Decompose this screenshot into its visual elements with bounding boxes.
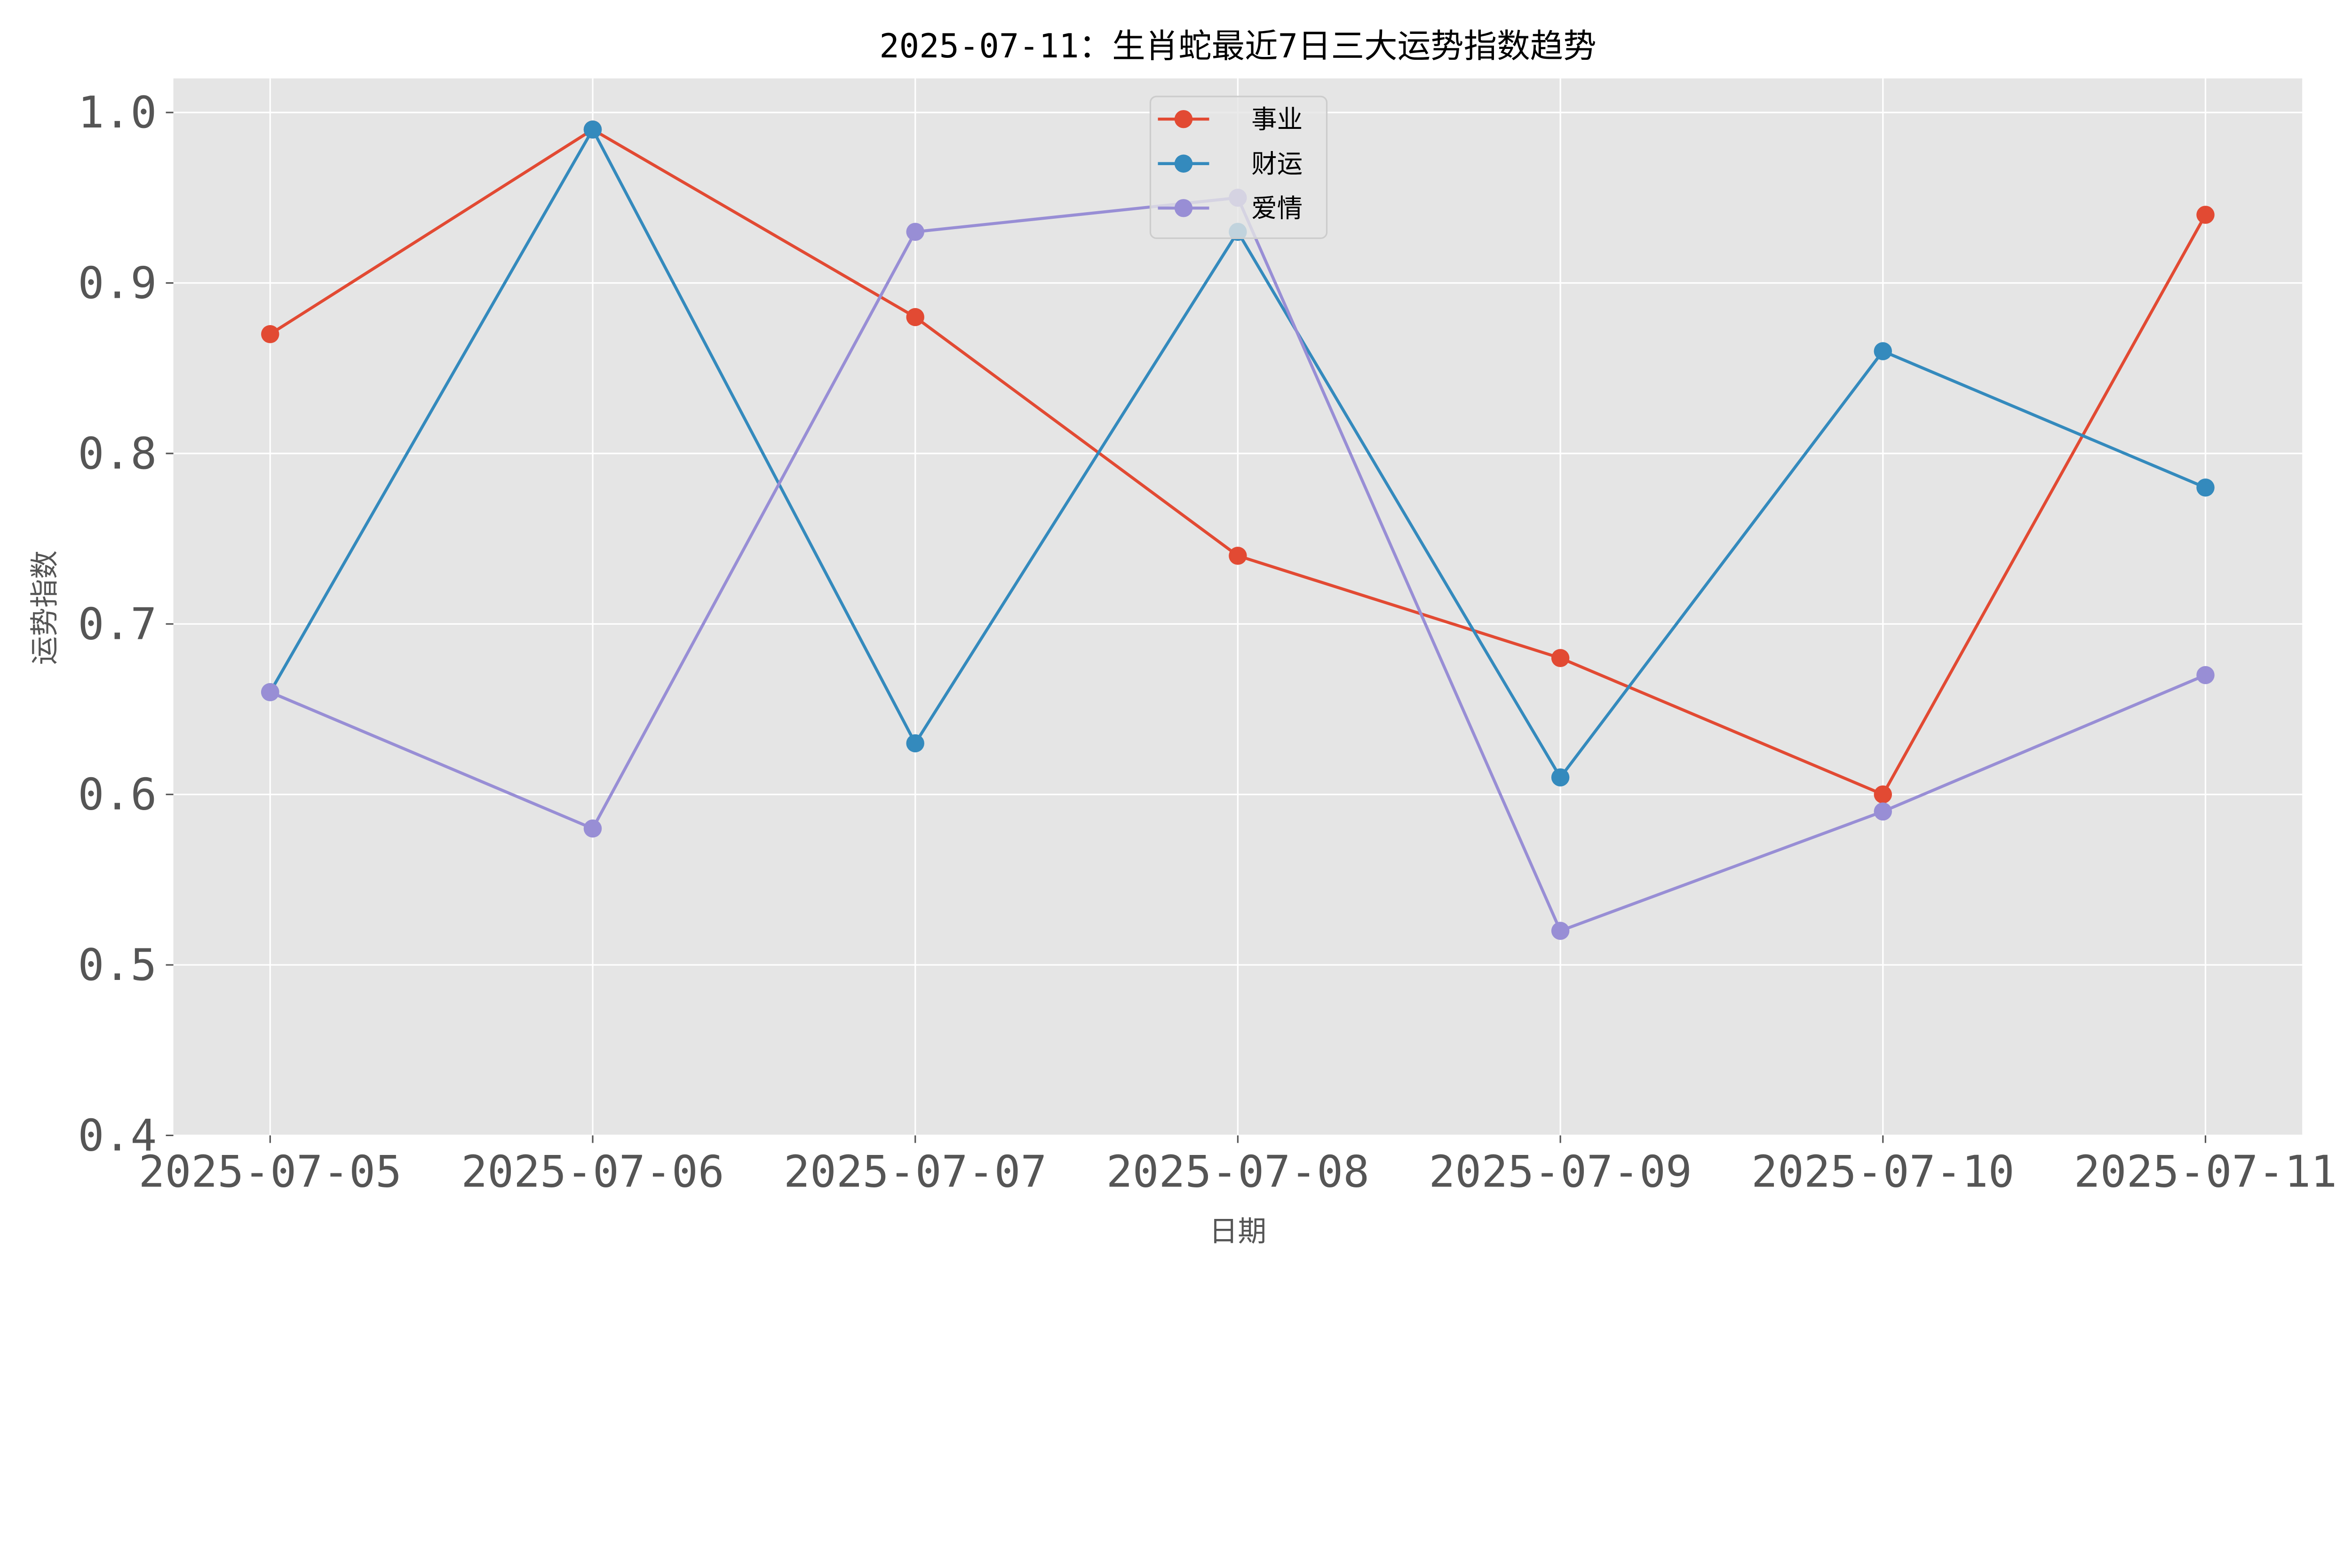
legend-marker (1174, 154, 1193, 173)
y-tick-label: 0.5 (78, 939, 157, 990)
data-point (906, 734, 924, 753)
data-point (261, 683, 279, 701)
data-point (1874, 342, 1892, 360)
data-point (1874, 785, 1892, 804)
y-tick-label: 0.4 (78, 1110, 157, 1161)
x-tick-label: 2025-07-08 (1106, 1146, 1370, 1197)
data-point (1551, 922, 1570, 940)
x-tick-label: 2025-07-09 (1429, 1146, 1692, 1197)
legend-marker (1174, 110, 1193, 128)
data-point (583, 819, 602, 838)
line-chart: 2025-07-05 2025-07-06 2025-07-07 2025-07-08… (28, 27, 2337, 1248)
x-tick-label: 2025-07-06 (461, 1146, 724, 1197)
data-point (1229, 547, 1247, 565)
x-tick-label: 2025-07-10 (1751, 1146, 2015, 1197)
legend-marker (1174, 199, 1193, 217)
legend-box (1149, 96, 1328, 239)
data-point (2196, 666, 2215, 685)
data-point (906, 308, 924, 326)
legend-label: 财运 (1251, 149, 1303, 179)
data-point (2196, 206, 2215, 224)
y-tick-label: 0.6 (78, 769, 157, 820)
data-point (906, 223, 924, 241)
data-point (261, 325, 279, 343)
data-point (1551, 649, 1570, 668)
x-tick-label: 2025-07-07 (784, 1146, 1047, 1197)
data-point (583, 120, 602, 139)
chart-title: 2025-07-11：生肖蛇最近7日三大运势指数趋势 (879, 27, 1596, 65)
y-tick-label: 1.0 (78, 87, 157, 138)
y-tick-label: 0.9 (78, 258, 157, 309)
y-axis-label: 运势指数 (28, 550, 61, 665)
data-point (2196, 478, 2215, 497)
data-point (1874, 802, 1892, 821)
y-tick-label: 0.8 (78, 428, 157, 479)
legend-label: 事业 (1251, 104, 1303, 134)
x-axis-label: 日期 (1209, 1215, 1267, 1248)
y-tick-label: 0.7 (78, 598, 157, 649)
legend-label: 爱情 (1251, 193, 1303, 223)
x-tick-label: 2025-07-11 (2074, 1146, 2337, 1197)
x-tick-label: 2025-07-05 (139, 1146, 402, 1197)
ticks: 2025-07-05 2025-07-06 2025-07-07 2025-07-08… (78, 87, 2337, 1197)
data-point (1551, 768, 1570, 787)
